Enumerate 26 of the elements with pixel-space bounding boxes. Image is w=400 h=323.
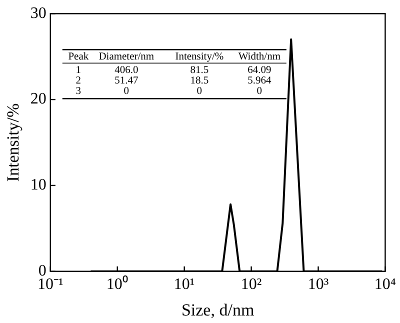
annotation: Diameter/nm bbox=[98, 51, 154, 62]
annotation: Intensity/% bbox=[175, 51, 224, 62]
x-tick-label: 10⁰ bbox=[106, 275, 128, 294]
x-axis-title: Size, d/nm bbox=[181, 300, 254, 320]
annotation: Width/nm bbox=[238, 51, 280, 62]
annotation: 0 bbox=[196, 86, 202, 97]
x-tick-label: 10¹ bbox=[174, 276, 195, 294]
annotation: 64.09 bbox=[248, 64, 272, 76]
annotation: 0 bbox=[256, 86, 262, 97]
y-tick-label: 10 bbox=[30, 176, 46, 194]
x-tick-label: 10⁴ bbox=[374, 276, 396, 294]
annotation: 0 bbox=[124, 86, 130, 97]
annotation: 18.5 bbox=[190, 75, 209, 86]
annotation: Peak bbox=[68, 51, 90, 62]
y-axis-title: Intensity/% bbox=[4, 103, 23, 182]
annotation: 3 bbox=[76, 86, 82, 97]
y-tick-label: 20 bbox=[30, 90, 46, 108]
annotation: 51.47 bbox=[114, 75, 138, 86]
annotation: 2 bbox=[76, 75, 82, 86]
x-tick-label: 10³ bbox=[308, 276, 329, 294]
annotation: 406.0 bbox=[114, 64, 138, 76]
annotation: 1 bbox=[76, 64, 82, 76]
y-tick-label: 30 bbox=[30, 4, 46, 22]
x-tick-label: 10² bbox=[240, 276, 262, 294]
annotation: 81.5 bbox=[190, 64, 209, 76]
annotation: 5.964 bbox=[248, 75, 272, 86]
